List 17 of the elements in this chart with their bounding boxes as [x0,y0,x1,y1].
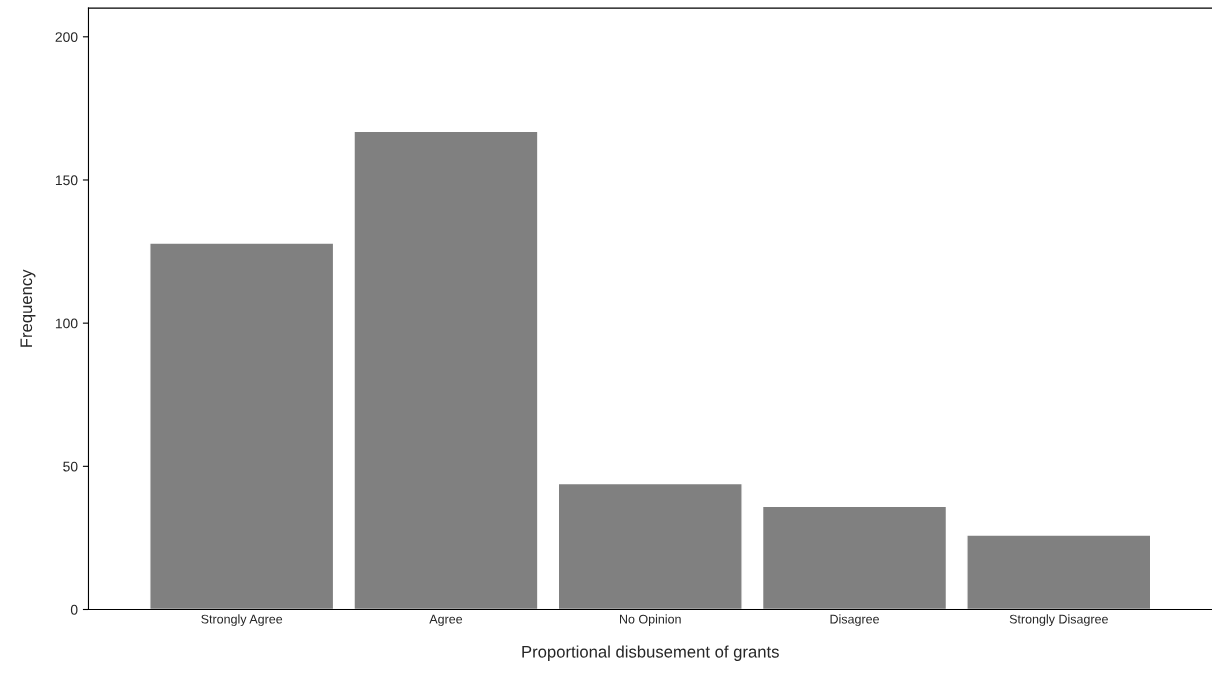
y-tick-label: 0 [70,604,78,615]
bar [149,242,335,610]
x-tick-label: Strongly Agree [201,614,283,627]
y-tick-label: 200 [55,32,78,42]
y-tick-label: 100 [55,318,78,329]
x-tick-label: Strongly Disagree [1009,614,1108,627]
x-tick-label: No Opinion [620,614,681,627]
y-axis-title: Frequency [20,269,36,347]
bar [761,505,948,610]
y-tick-label: 150 [55,175,78,186]
x-axis-title: Proportional disbusement of grants [522,645,779,661]
x-tick-label: Agree [429,614,463,627]
bar [557,482,743,610]
x-tick-label: Disagree [830,614,879,627]
y-tick-label: 50 [63,461,78,472]
bar [966,534,1152,610]
bar [353,130,539,610]
